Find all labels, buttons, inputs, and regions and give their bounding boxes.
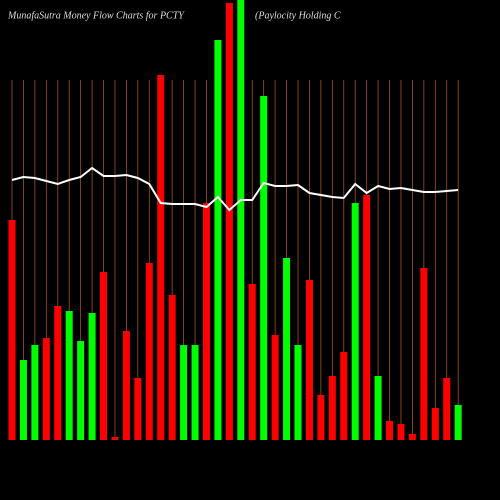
- bar: [54, 306, 62, 440]
- chart-subtitle: (Paylocity Holding C: [255, 10, 341, 21]
- bar: [374, 376, 382, 440]
- bar: [8, 220, 16, 440]
- bar: [317, 395, 325, 440]
- bar: [260, 96, 268, 440]
- bar: [122, 331, 130, 440]
- bar: [134, 378, 142, 440]
- bar: [77, 341, 85, 440]
- chart-title: MunafaSutra Money Flow Charts for PCTY: [7, 10, 185, 21]
- bar: [180, 345, 188, 440]
- bar: [248, 284, 256, 440]
- bar: [19, 360, 27, 440]
- bar: [168, 295, 176, 440]
- bar: [454, 405, 462, 440]
- bar: [157, 75, 165, 440]
- bar: [111, 437, 119, 440]
- bar: [397, 424, 405, 440]
- bar: [225, 3, 233, 440]
- bar: [237, 0, 245, 440]
- bar: [386, 421, 394, 440]
- bar: [351, 203, 359, 440]
- money-flow-line: [11, 166, 459, 212]
- bar: [145, 263, 153, 440]
- bar: [42, 338, 50, 440]
- bar: [31, 345, 39, 440]
- bar: [65, 311, 73, 440]
- bar: [214, 40, 222, 440]
- bar: [283, 258, 291, 440]
- bar: [294, 345, 302, 440]
- bar: [408, 434, 416, 440]
- bar: [340, 352, 348, 440]
- bar: [100, 272, 108, 440]
- bar: [443, 378, 451, 440]
- bar: [191, 345, 199, 440]
- bar: [363, 195, 371, 440]
- bar: [420, 268, 428, 440]
- bar: [271, 335, 279, 440]
- bar: [88, 313, 96, 440]
- bar: [305, 280, 313, 440]
- bar: [328, 376, 336, 440]
- bar: [202, 203, 210, 440]
- bar: [431, 408, 439, 440]
